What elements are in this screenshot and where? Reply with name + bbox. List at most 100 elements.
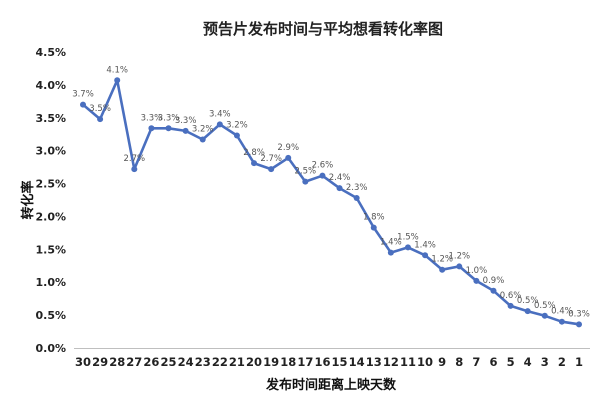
data-point — [233, 132, 240, 139]
y-tick-labels: 0.0% 0.5% 1.0% 1.5% 2.0% 2.5% 3.0% 3.5% 4.0% 4.5% — [35, 46, 66, 355]
data-point — [97, 116, 104, 123]
data-label: 3.4% — [209, 109, 231, 119]
data-point — [422, 252, 429, 259]
data-label: 1.2% — [448, 251, 470, 261]
y-axis-title: 转化率 — [20, 180, 36, 219]
data-points — [80, 77, 582, 328]
data-point — [507, 302, 514, 309]
x-tick-label: 2 — [558, 355, 566, 369]
x-tick-label: 12 — [383, 355, 399, 369]
x-tick-label: 24 — [178, 355, 194, 369]
data-point — [268, 166, 275, 173]
data-label: 3.7% — [72, 90, 94, 100]
data-point — [439, 266, 446, 273]
data-label: 0.6% — [500, 291, 522, 301]
data-label: 1.2% — [431, 255, 453, 265]
data-labels: 3.7%3.5%4.1%2.7%3.3%3.3%3.3%3.2%3.4%3.2%… — [72, 65, 590, 319]
data-label: 0.3% — [568, 309, 590, 319]
data-point — [319, 172, 326, 179]
data-label: 2.3% — [346, 183, 368, 193]
x-tick-label: 1 — [575, 355, 583, 369]
x-tick-label: 17 — [297, 355, 313, 369]
x-axis-title: 发布时间距离上映天数 — [265, 377, 397, 393]
data-label: 3.2% — [226, 121, 248, 131]
data-point — [251, 160, 258, 167]
x-tick-label: 20 — [246, 355, 262, 369]
data-point — [302, 178, 309, 185]
data-label: 1.4% — [380, 238, 402, 248]
data-label: 1.4% — [414, 240, 436, 250]
data-label: 3.3% — [175, 116, 197, 126]
x-tick-label: 4 — [524, 355, 532, 369]
data-point — [353, 195, 360, 202]
x-tick-label: 10 — [417, 355, 433, 369]
data-point — [456, 263, 463, 270]
y-tick-label: 1.0% — [35, 276, 66, 289]
data-label: 2.8% — [243, 148, 265, 158]
data-label: 3.3% — [141, 113, 163, 123]
x-tick-label: 6 — [489, 355, 497, 369]
chart-title: 预告片发布时间与平均想看转化率图 — [203, 20, 443, 38]
data-label: 0.5% — [534, 301, 556, 311]
y-tick-label: 4.5% — [35, 46, 66, 59]
data-label: 2.4% — [329, 173, 351, 183]
data-label: 1.0% — [466, 266, 488, 276]
data-point — [404, 244, 411, 251]
y-tick-label: 4.0% — [35, 79, 66, 92]
x-tick-label: 14 — [349, 355, 365, 369]
x-tick-label: 18 — [280, 355, 296, 369]
x-tick-label: 29 — [92, 355, 108, 369]
data-label: 0.9% — [483, 276, 505, 286]
x-tick-label: 5 — [507, 355, 515, 369]
data-point — [131, 166, 138, 173]
data-label: 2.9% — [277, 143, 299, 153]
x-tick-label: 15 — [332, 355, 348, 369]
data-point — [182, 127, 189, 134]
data-point — [199, 136, 206, 143]
y-tick-label: 3.5% — [35, 112, 66, 125]
data-label: 0.4% — [551, 307, 573, 317]
x-tick-label: 21 — [229, 355, 245, 369]
x-tick-label: 7 — [472, 355, 480, 369]
x-tick-label: 11 — [400, 355, 416, 369]
data-label: 4.1% — [106, 65, 128, 75]
data-point — [114, 77, 121, 84]
x-tick-label: 13 — [366, 355, 382, 369]
x-tick-label: 9 — [438, 355, 446, 369]
data-point — [490, 287, 497, 294]
data-point — [336, 185, 343, 192]
x-tick-label: 8 — [455, 355, 463, 369]
data-label: 2.7% — [260, 154, 282, 164]
data-label: 2.6% — [312, 161, 334, 171]
data-point — [165, 125, 172, 132]
data-label: 3.5% — [89, 104, 111, 114]
data-label: 2.5% — [295, 167, 317, 177]
y-tick-label: 3.0% — [35, 145, 66, 158]
data-point — [473, 277, 480, 284]
y-tick-label: 2.5% — [35, 178, 66, 191]
data-point — [216, 121, 223, 128]
data-point — [524, 308, 531, 315]
x-tick-label: 23 — [195, 355, 211, 369]
x-tick-label: 28 — [109, 355, 125, 369]
data-point — [80, 101, 86, 108]
x-tick-label: 26 — [143, 355, 159, 369]
data-point — [576, 321, 582, 328]
data-label: 1.8% — [363, 213, 385, 223]
data-point — [285, 154, 292, 161]
data-label: 1.5% — [397, 232, 419, 242]
data-label: 3.3% — [158, 113, 180, 123]
x-tick-label: 16 — [314, 355, 330, 369]
x-tick-label: 30 — [75, 355, 91, 369]
data-point — [148, 125, 155, 132]
data-label: 3.2% — [192, 124, 214, 134]
x-tick-label: 22 — [212, 355, 228, 369]
y-tick-label: 1.5% — [35, 243, 66, 256]
y-tick-label: 0.0% — [35, 342, 66, 355]
data-point — [558, 318, 565, 325]
y-tick-label: 0.5% — [35, 309, 66, 322]
x-tick-label: 25 — [161, 355, 177, 369]
y-tick-label: 2.0% — [35, 210, 66, 223]
data-label: 2.7% — [124, 154, 146, 164]
